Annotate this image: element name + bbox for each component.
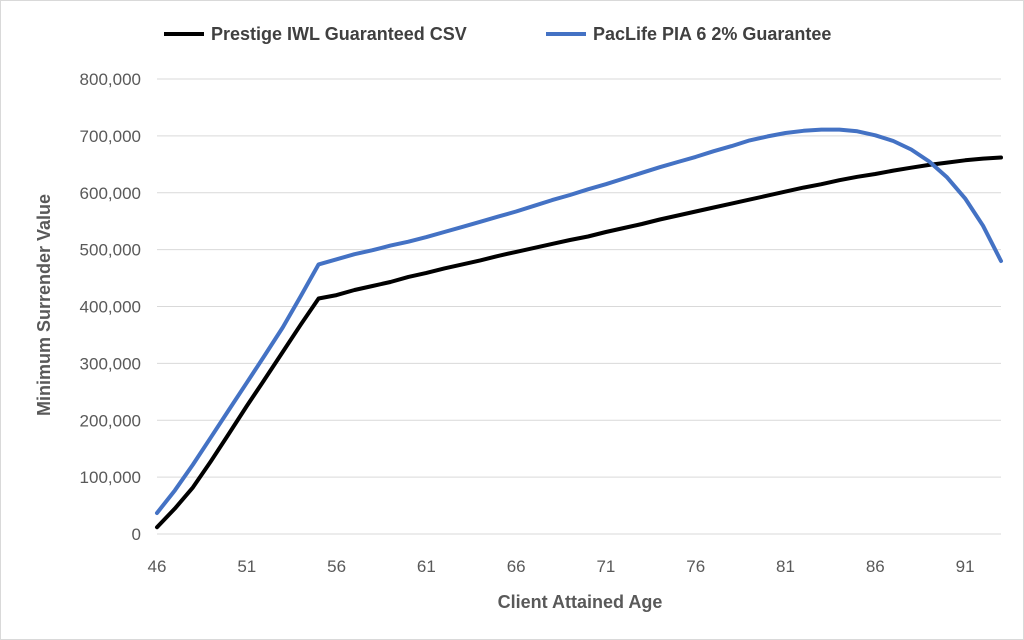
y-tick-label: 200,000	[80, 411, 141, 430]
y-tick-label: 800,000	[80, 70, 141, 89]
y-tick-label: 700,000	[80, 127, 141, 146]
y-tick-label: 400,000	[80, 298, 141, 317]
y-axis-title: Minimum Surrender Value	[34, 194, 54, 416]
y-tick-label: 0	[132, 525, 141, 544]
x-tick-label: 81	[776, 557, 795, 576]
x-tick-label: 86	[866, 557, 885, 576]
x-tick-label: 66	[507, 557, 526, 576]
x-tick-label: 46	[148, 557, 167, 576]
x-axis-title: Client Attained Age	[498, 592, 663, 612]
y-tick-label: 300,000	[80, 354, 141, 373]
x-tick-label: 56	[327, 557, 346, 576]
gridlines	[157, 78, 1001, 478]
x-tick-label: 76	[686, 557, 705, 576]
y-axis-ticks: 0 100,000 200,000 300,000 400,000 500,000 600,…	[80, 70, 141, 544]
legend-label-prestige: Prestige IWL Guaranteed CSV	[211, 24, 467, 44]
x-tick-label: 71	[596, 557, 615, 576]
x-tick-label: 91	[956, 557, 975, 576]
legend: Prestige IWL Guaranteed CSV PacLife PIA …	[164, 24, 831, 44]
series-lines	[155, 127, 1003, 530]
y-tick-label: 500,000	[80, 241, 141, 260]
x-tick-label: 51	[237, 557, 256, 576]
series-line-0	[155, 155, 1003, 530]
x-tick-label: 61	[417, 557, 436, 576]
series-line-1	[155, 127, 1003, 515]
legend-label-paclife: PacLife PIA 6 2% Guarantee	[593, 24, 831, 44]
x-axis-ticks: 46 51 56 61 66 71 76 81 86 91	[148, 557, 975, 576]
y-tick-label: 100,000	[80, 468, 141, 487]
y-tick-label: 600,000	[80, 184, 141, 203]
